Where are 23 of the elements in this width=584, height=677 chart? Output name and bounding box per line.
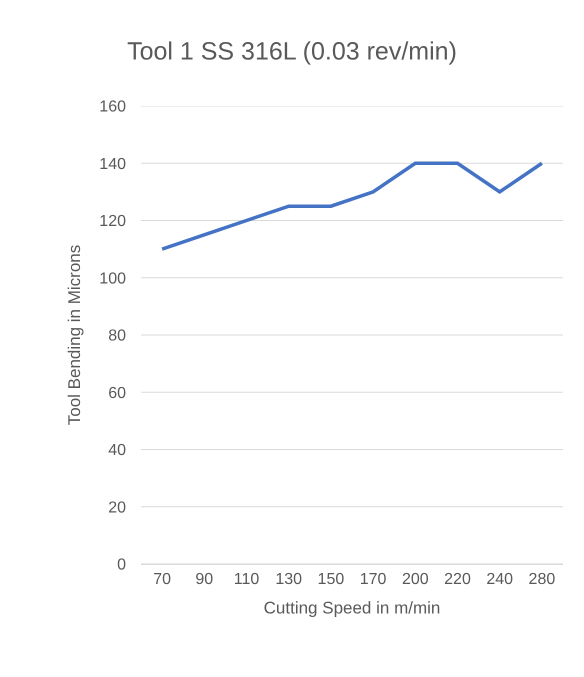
chart-title: Tool 1 SS 316L (0.03 rev/min) [127, 38, 457, 66]
x-tick-label: 130 [275, 571, 302, 588]
y-tick-label: 100 [99, 270, 126, 288]
y-tick-label: 20 [108, 499, 126, 516]
y-axis-title: Tool Bending in Microns [64, 244, 84, 426]
line-series [160, 162, 544, 251]
x-axis-title: Cutting Speed in m/min [264, 598, 440, 618]
y-tick-label: 120 [99, 213, 126, 230]
x-tick-label: 220 [444, 571, 471, 588]
x-tick-label: 280 [528, 571, 556, 588]
y-tick-label: 140 [99, 156, 126, 173]
x-tick-label: 90 [195, 571, 214, 588]
y-tick-label: 160 [99, 98, 126, 116]
x-tick-label: 240 [486, 571, 514, 588]
y-tick-label: 0 [117, 556, 126, 574]
y-tick-label: 60 [108, 384, 126, 402]
y-tick-label: 80 [108, 328, 126, 345]
y-tick-label: 40 [108, 442, 126, 460]
x-tick-label: 170 [360, 571, 387, 588]
x-tick-label: 70 [153, 571, 172, 588]
x-tick-label: 110 [234, 571, 260, 588]
x-tick-label: 200 [402, 571, 429, 588]
x-tick-label: 150 [318, 571, 344, 588]
